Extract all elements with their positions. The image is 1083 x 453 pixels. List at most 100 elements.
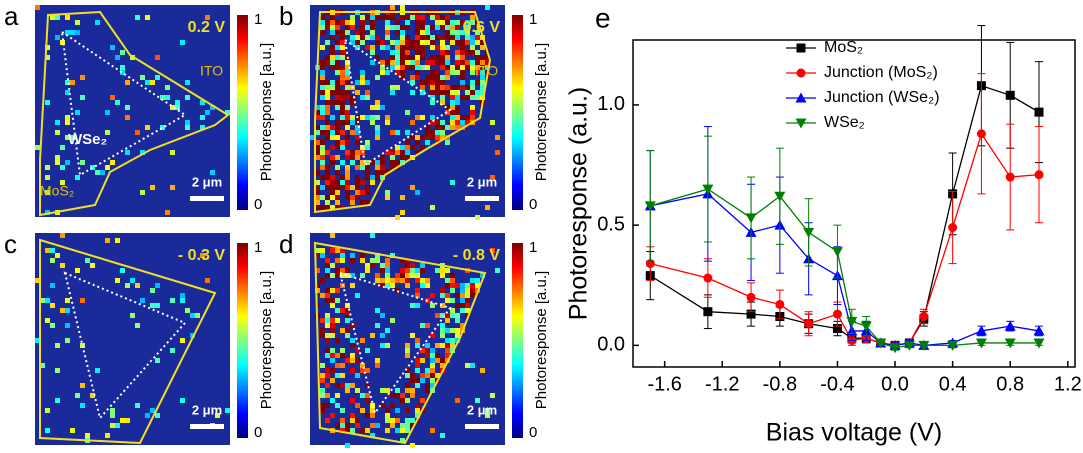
- map-pixel: [480, 60, 485, 65]
- map-pixel: [465, 303, 470, 308]
- map-pixel: [205, 15, 210, 20]
- map-pixel: [350, 200, 355, 205]
- map-pixel: [485, 65, 490, 70]
- map-pixel: [340, 423, 345, 428]
- map-pixel: [445, 15, 450, 20]
- map-pixel: [345, 318, 350, 323]
- map-pixel: [365, 140, 370, 145]
- map-pixel: [480, 368, 485, 373]
- map-pixel: [335, 165, 340, 170]
- map-pixel: [410, 443, 415, 448]
- map-pixel: [410, 15, 415, 20]
- map-pixel: [335, 125, 340, 130]
- map-pixel: [225, 110, 230, 115]
- map-pixel: [350, 20, 355, 25]
- map-pixel: [370, 258, 375, 263]
- map-pixel: [430, 135, 435, 140]
- map-pixel: [330, 263, 335, 268]
- map-pixel: [110, 95, 115, 100]
- map-pixel: [385, 70, 390, 75]
- map-pixel: [370, 30, 375, 35]
- map-pixel: [455, 90, 460, 95]
- map-pixel: [470, 50, 475, 55]
- map-pixel: [445, 110, 450, 115]
- map-pixel: [420, 30, 425, 35]
- map-pixel: [340, 100, 345, 105]
- x-tick-label: 0.0: [881, 373, 909, 395]
- marker: [919, 312, 929, 322]
- map-pixel: [460, 115, 465, 120]
- map-pixel: [325, 393, 330, 398]
- map-pixel: [320, 378, 325, 383]
- map-pixel: [430, 368, 435, 373]
- map-pixel: [425, 353, 430, 358]
- map-pixel: [400, 75, 405, 80]
- map-pixel: [355, 90, 360, 95]
- map-pixel: [355, 348, 360, 353]
- map-pixel: [350, 130, 355, 135]
- map-pixel: [400, 35, 405, 40]
- map-pixel: [455, 283, 460, 288]
- map-pixel: [340, 105, 345, 110]
- map-pixel: [335, 95, 340, 100]
- map-pixel: [480, 40, 485, 45]
- map-pixel: [375, 15, 380, 20]
- map-pixel: [425, 323, 430, 328]
- map-pixel: [450, 283, 455, 288]
- map-pixel: [450, 308, 455, 313]
- map-pixel: [350, 115, 355, 120]
- map-pixel: [460, 70, 465, 75]
- map-pixel: [345, 170, 350, 175]
- map-pixel: [385, 418, 390, 423]
- map-pixel: [330, 180, 335, 185]
- map-pixel: [45, 175, 50, 180]
- map-pixel: [435, 60, 440, 65]
- map-pixel: [405, 343, 410, 348]
- map-pixel: [345, 135, 350, 140]
- map-pixel: [475, 50, 480, 55]
- map-pixel: [180, 398, 185, 403]
- map-pixel: [75, 175, 80, 180]
- map-pixel: [345, 70, 350, 75]
- map-pixel: [350, 418, 355, 423]
- colorbar-tick: 1: [529, 239, 537, 256]
- voltage-label: - 0.3 V: [178, 247, 225, 264]
- map-pixel: [340, 35, 345, 40]
- map-pixel: [125, 115, 130, 120]
- map-pixel: [400, 145, 405, 150]
- x-tick-label: 0.8: [996, 373, 1024, 395]
- map-pixel: [475, 35, 480, 40]
- map-pixel: [325, 323, 330, 328]
- scale-bar: [190, 424, 224, 429]
- map-pixel: [345, 313, 350, 318]
- map-pixel: [35, 278, 40, 283]
- map-pixel: [325, 258, 330, 263]
- map-pixel: [375, 135, 380, 140]
- panel-label: a: [4, 1, 19, 31]
- map-pixel: [480, 55, 485, 60]
- map-pixel: [380, 343, 385, 348]
- map-pixel: [425, 80, 430, 85]
- map-pixel: [185, 95, 190, 100]
- map-pixel: [320, 105, 325, 110]
- map-pixel: [365, 15, 370, 20]
- map-pixel: [390, 155, 395, 160]
- map-pixel: [345, 25, 350, 30]
- marker: [903, 340, 915, 351]
- map-pixel: [470, 45, 475, 50]
- map-pixel: [410, 75, 415, 80]
- map-pixel: [420, 40, 425, 45]
- map-pixel: [330, 55, 335, 60]
- map-pixel: [350, 368, 355, 373]
- map-pixel: [415, 358, 420, 363]
- map-pixel: [335, 383, 340, 388]
- map-pixel: [345, 388, 350, 393]
- map-pixel: [450, 180, 455, 185]
- map-pixel: [330, 353, 335, 358]
- map-pixel: [120, 65, 125, 70]
- map-pixel: [450, 65, 455, 70]
- map-pixel: [170, 105, 175, 110]
- map-pixel: [155, 413, 160, 418]
- map-pixel: [390, 55, 395, 60]
- map-pixel: [400, 155, 405, 160]
